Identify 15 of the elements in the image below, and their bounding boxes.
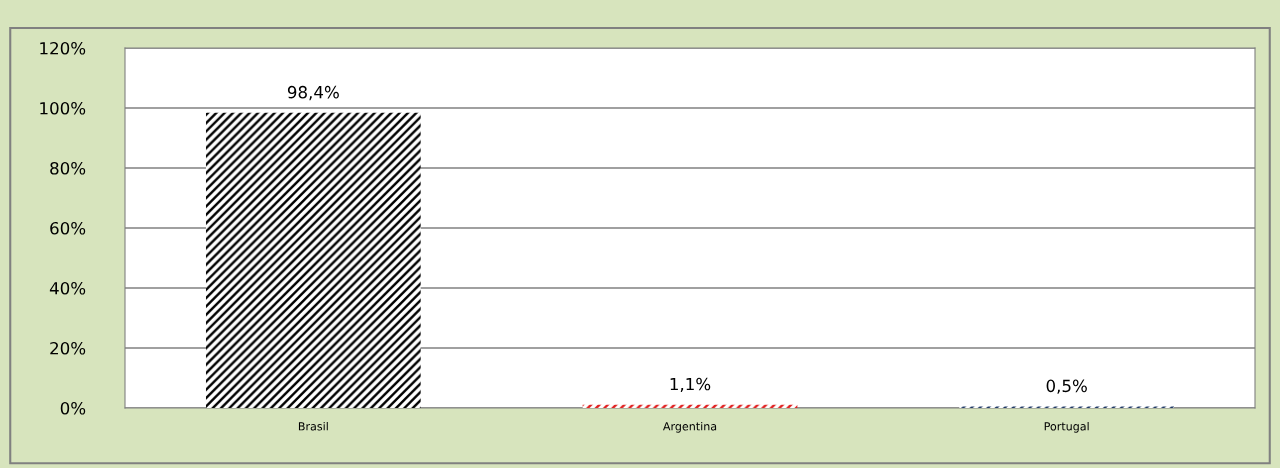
- y-tick-label: 80%: [50, 161, 86, 175]
- data-label: 98,4%: [287, 85, 339, 101]
- x-tick-label: Brasil: [298, 421, 328, 431]
- data-label: 1,1%: [670, 377, 711, 393]
- bar: [205, 112, 421, 408]
- y-tick-label: 0%: [60, 401, 86, 415]
- y-tick-label: 120%: [40, 41, 86, 55]
- y-tick-label: 40%: [49, 281, 86, 295]
- y-tick-label: 20%: [50, 341, 86, 355]
- bar: [582, 404, 798, 408]
- x-tick-label: Portugal: [1044, 421, 1089, 433]
- x-tick-label: Argentina: [662, 421, 717, 433]
- y-tick-label: 100%: [40, 101, 86, 115]
- data-label: 0,5%: [1046, 379, 1087, 394]
- y-tick-label: 60%: [50, 221, 86, 235]
